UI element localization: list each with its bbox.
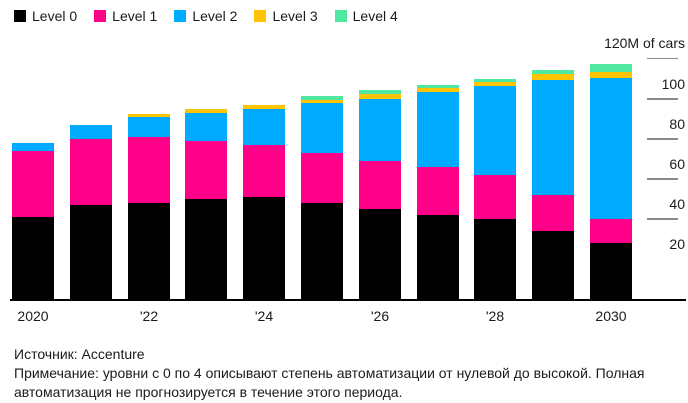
bar-2030-level-1 (590, 219, 632, 243)
legend-item-level-3: Level 3 (254, 8, 318, 24)
bar-2027-level-2 (417, 92, 459, 167)
bar-2028-level-3 (474, 82, 516, 86)
chart-footer: Источник: Accenture Примечание: уровни с… (14, 345, 678, 402)
bar-2020-level-0 (12, 217, 54, 299)
bar-2026-level-0 (359, 209, 401, 299)
bar-2030-level-4 (590, 64, 632, 72)
legend-item-level-1: Level 1 (94, 9, 157, 23)
bar-2022-level-0 (128, 203, 170, 299)
bar-2022-level-1 (128, 137, 170, 203)
legend-label: Level 2 (192, 8, 238, 24)
legend-swatch-icon (94, 10, 107, 22)
bar-2024-level-0 (243, 197, 285, 299)
bar-2030-level-0 (590, 243, 632, 299)
legend-label: Level 1 (112, 8, 158, 24)
bar-2026-level-3 (359, 94, 401, 99)
bar-2026-level-4 (359, 90, 401, 94)
legend-label: Level 4 (352, 8, 398, 24)
legend-swatch-icon (14, 10, 26, 22)
y-tick-label-60: 60 (669, 155, 685, 172)
x-tick-label-24: '24 (254, 308, 274, 324)
bar-2020-level-1 (12, 151, 54, 217)
bar-2025-level-1 (301, 153, 343, 203)
y-tick-label-40: 40 (669, 195, 685, 212)
x-tick-label-2020: 2020 (17, 308, 49, 324)
bar-2026-level-1 (359, 161, 401, 209)
y-tick-label-80: 80 (669, 115, 685, 132)
bar-2025-level-3 (301, 100, 343, 103)
bar-2027-level-1 (417, 167, 459, 215)
bar-2024-level-3 (243, 105, 285, 109)
bar-2026-level-2 (359, 99, 401, 161)
y-tick-label-120: 120M of cars (604, 35, 685, 52)
bar-2021-level-2 (70, 125, 112, 139)
x-tick-label-28: '28 (485, 308, 505, 324)
bar-2027-level-0 (417, 215, 459, 299)
bar-2028-level-1 (474, 175, 516, 219)
bar-2023-level-0 (185, 199, 227, 299)
y-tick-line-120 (647, 57, 678, 60)
bar-2029-level-3 (532, 74, 574, 80)
bar-2030-level-2 (590, 78, 632, 219)
y-tick-line-40 (647, 218, 678, 220)
bar-2029-level-4 (532, 70, 574, 74)
bar-2021-level-0 (70, 205, 112, 299)
x-axis-line (10, 299, 686, 301)
bar-2025-level-4 (301, 96, 343, 100)
bar-2021-level-1 (70, 139, 112, 205)
bar-2030-level-3 (590, 72, 632, 78)
bar-2028-level-2 (474, 86, 516, 175)
bar-2029-level-2 (532, 80, 574, 195)
legend-swatch-icon (174, 10, 187, 22)
y-tick-line-80 (647, 138, 678, 140)
bar-2028-level-4 (474, 79, 516, 82)
x-tick-label-22: '22 (139, 308, 159, 324)
legend-label: Level 0 (32, 8, 78, 24)
bar-2024-level-1 (243, 145, 285, 197)
legend-item-level-2: Level 2 (174, 9, 237, 23)
bar-2024-level-2 (243, 109, 285, 145)
y-tick-line-60 (647, 178, 678, 180)
x-tick-label-2030: 2030 (595, 308, 627, 324)
bar-2028-level-0 (474, 219, 516, 299)
note-text: Примечание: уровни с 0 по 4 описывают ст… (14, 365, 645, 400)
bar-2029-level-0 (532, 231, 574, 299)
bar-2020-level-2 (12, 143, 54, 151)
bar-2022-level-2 (128, 117, 170, 137)
legend-swatch-icon (254, 10, 267, 22)
bar-2029-level-1 (532, 195, 574, 231)
source-text: Источник: Accenture (14, 346, 145, 362)
y-tick-line-100 (647, 98, 678, 100)
bar-2025-level-0 (301, 203, 343, 299)
x-tick-label-26: '26 (370, 308, 390, 324)
bar-2027-level-4 (417, 85, 459, 88)
bar-2023-level-1 (185, 141, 227, 199)
legend-item-level-4: Level 4 (334, 8, 398, 24)
y-tick-label-100: 100 (661, 75, 685, 92)
legend-label: Level 3 (272, 8, 318, 24)
chart-legend: Level 0 Level 1 Level 2 Level 3 Level 4 (14, 9, 398, 23)
bar-2027-level-3 (417, 88, 459, 92)
y-tick-label-20: 20 (669, 235, 685, 252)
bar-2023-level-2 (185, 113, 227, 141)
bar-2023-level-3 (185, 109, 227, 113)
bar-2025-level-2 (301, 103, 343, 153)
legend-item-level-0: Level 0 (14, 9, 77, 23)
bar-2022-level-3 (128, 114, 170, 117)
legend-swatch-icon (334, 10, 347, 22)
